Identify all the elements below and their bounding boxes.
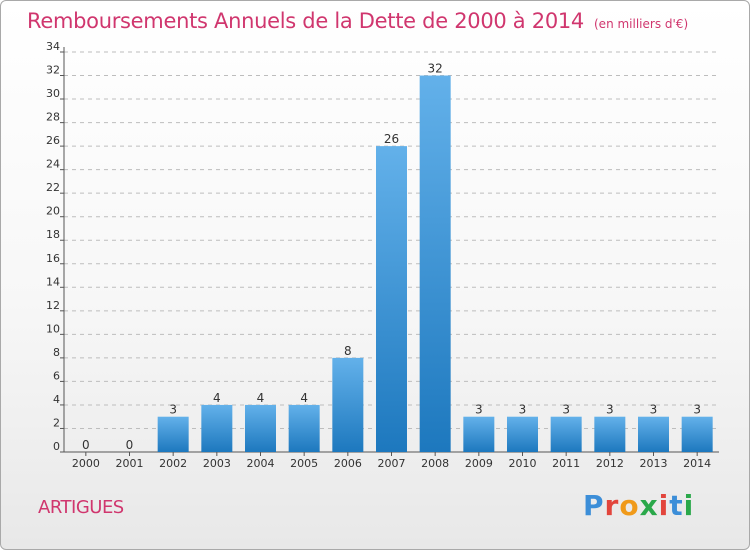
y-tick-label: 0 bbox=[53, 440, 60, 453]
bar bbox=[376, 146, 407, 452]
data-label: 4 bbox=[213, 391, 221, 405]
y-tick-label: 24 bbox=[46, 158, 60, 171]
y-tick-label: 22 bbox=[46, 181, 60, 194]
data-label: 0 bbox=[126, 438, 134, 452]
chart-unit: (en milliers d'€) bbox=[594, 17, 689, 31]
y-tick-label: 4 bbox=[53, 393, 60, 406]
bar bbox=[681, 416, 713, 452]
y-tick-label: 8 bbox=[53, 346, 60, 359]
y-tick-label: 12 bbox=[46, 299, 60, 312]
data-label: 3 bbox=[562, 403, 570, 417]
x-tick-label: 2005 bbox=[290, 457, 318, 470]
x-tick-label: 2007 bbox=[378, 457, 406, 470]
x-tick-label: 2008 bbox=[421, 457, 449, 470]
y-tick-label: 30 bbox=[46, 87, 60, 100]
x-tick-label: 2010 bbox=[509, 457, 537, 470]
data-label: 3 bbox=[519, 403, 527, 417]
y-tick-label: 26 bbox=[46, 134, 60, 147]
bar bbox=[332, 357, 364, 452]
logo-letter: i bbox=[658, 489, 670, 522]
bar bbox=[157, 416, 189, 452]
data-label: 3 bbox=[693, 403, 701, 417]
y-tick-label: 28 bbox=[46, 111, 60, 124]
data-label: 4 bbox=[300, 391, 308, 405]
y-tick-label: 18 bbox=[46, 228, 60, 241]
data-label: 3 bbox=[606, 403, 614, 417]
y-tick-label: 2 bbox=[53, 416, 60, 429]
x-tick-label: 2003 bbox=[203, 457, 231, 470]
y-tick-label: 32 bbox=[46, 64, 60, 77]
x-tick-label: 2012 bbox=[596, 457, 624, 470]
data-label: 26 bbox=[384, 132, 399, 146]
x-tick-label: 2014 bbox=[683, 457, 711, 470]
y-tick-label: 14 bbox=[46, 275, 60, 288]
data-label: 4 bbox=[257, 391, 265, 405]
data-label: 3 bbox=[169, 403, 177, 417]
y-tick-label: 20 bbox=[46, 205, 60, 218]
data-label: 3 bbox=[475, 403, 483, 417]
y-tick-label: 6 bbox=[53, 369, 60, 382]
data-label: 3 bbox=[650, 403, 658, 417]
chart-title: Remboursements Annuels de la Dette de 20… bbox=[27, 9, 688, 33]
data-label: 8 bbox=[344, 344, 352, 358]
x-tick-label: 2004 bbox=[247, 457, 275, 470]
logo-letter: P bbox=[583, 489, 605, 522]
bar bbox=[550, 416, 582, 452]
x-tick-label: 2013 bbox=[640, 457, 668, 470]
bar bbox=[245, 404, 276, 452]
y-tick-label: 10 bbox=[46, 322, 60, 335]
y-tick-label: 34 bbox=[46, 40, 60, 53]
bar bbox=[594, 416, 626, 452]
logo-letter: t bbox=[669, 489, 684, 522]
chart-title-text: Remboursements Annuels de la Dette de 20… bbox=[27, 9, 584, 33]
logo-letter: r bbox=[604, 489, 620, 522]
x-tick-label: 2000 bbox=[72, 457, 100, 470]
logo-letter: o bbox=[619, 489, 640, 522]
bar bbox=[463, 416, 495, 452]
proxiti-logo: Proxiti bbox=[583, 489, 694, 522]
logo-letter: x bbox=[639, 489, 659, 522]
x-tick-label: 2011 bbox=[552, 457, 580, 470]
x-tick-label: 2009 bbox=[465, 457, 493, 470]
bar bbox=[201, 404, 233, 452]
x-tick-label: 2006 bbox=[334, 457, 362, 470]
data-label: 32 bbox=[428, 62, 443, 76]
data-label: 0 bbox=[82, 438, 90, 452]
x-tick-label: 2002 bbox=[159, 457, 187, 470]
logo-letter: i bbox=[683, 489, 695, 522]
bar bbox=[419, 75, 451, 452]
x-tick-label: 2001 bbox=[116, 457, 144, 470]
bar bbox=[638, 416, 669, 452]
commune-name: ARTIGUES bbox=[38, 497, 124, 518]
bar bbox=[288, 404, 320, 452]
bar bbox=[507, 416, 538, 452]
y-tick-label: 16 bbox=[46, 252, 60, 265]
